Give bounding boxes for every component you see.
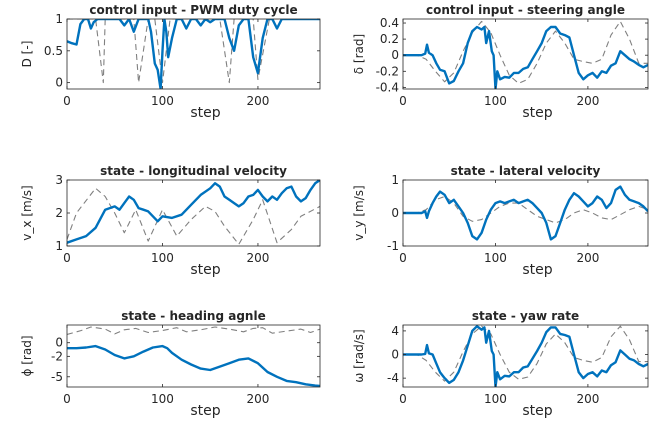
panel-1: 0 100 200 0 0.5 1 control input - PWM duty cyc… bbox=[20, 3, 321, 121]
y-tick-label: 2 bbox=[55, 206, 63, 220]
x-tick-label: 200 bbox=[576, 392, 599, 406]
x-tick-label: 0 bbox=[399, 392, 407, 406]
y-tick-label: -0.2 bbox=[376, 64, 399, 78]
chart-title: state - lateral velocity bbox=[451, 164, 601, 178]
x-tick-label: 200 bbox=[576, 94, 599, 108]
series-dashed-6 bbox=[403, 325, 648, 382]
y-tick-label: 0 bbox=[55, 336, 63, 350]
series-dashed-1 bbox=[67, 19, 320, 84]
series-solid-3 bbox=[67, 180, 320, 244]
panel-2: 0 100 200 -0.4 -0.2 0 0.2 0.4 control input - st… bbox=[352, 3, 649, 121]
chart-title: state - yaw rate bbox=[472, 309, 579, 323]
x-axis-label: step bbox=[522, 105, 552, 121]
y-tick-label: -4 bbox=[387, 371, 399, 385]
y-tick-label: 0 bbox=[55, 76, 63, 90]
series-solid-6 bbox=[403, 325, 648, 387]
y-tick-label: 0.5 bbox=[44, 44, 63, 58]
y-tick-label: 0 bbox=[391, 206, 399, 220]
y-tick-label: 3 bbox=[55, 173, 63, 187]
y-tick-label: 1 bbox=[55, 12, 63, 26]
x-tick-label: 0 bbox=[63, 392, 71, 406]
series-dashed-3 bbox=[67, 187, 320, 245]
series-solid-4 bbox=[403, 185, 648, 241]
x-tick-label: 100 bbox=[151, 251, 174, 265]
y-axis-label: ϕ [rad] bbox=[20, 336, 34, 377]
y-tick-label: 0.4 bbox=[380, 16, 399, 30]
series-dashed-2 bbox=[403, 20, 648, 84]
x-tick-label: 0 bbox=[63, 251, 71, 265]
y-axis-label: v_x [m/s] bbox=[20, 185, 34, 240]
series-dashed-5 bbox=[67, 326, 320, 336]
x-axis-label: step bbox=[522, 262, 552, 278]
x-tick-label: 200 bbox=[246, 251, 269, 265]
x-tick-label: 200 bbox=[246, 94, 269, 108]
chart-title: control input - PWM duty cycle bbox=[89, 3, 297, 17]
x-axis-label: step bbox=[522, 403, 552, 419]
y-tick-label: 1 bbox=[55, 239, 63, 253]
series-solid-2 bbox=[403, 25, 648, 89]
y-tick-label: 0.2 bbox=[380, 32, 399, 46]
y-axis-label: D [-] bbox=[20, 41, 34, 68]
y-tick-label: -2 bbox=[51, 349, 63, 363]
chart-title: state - heading agnle bbox=[121, 309, 265, 323]
y-tick-label: 0 bbox=[391, 348, 399, 362]
x-axis-label: step bbox=[190, 403, 220, 419]
series-solid-5 bbox=[67, 344, 320, 387]
x-tick-label: 100 bbox=[484, 392, 507, 406]
x-tick-label: 0 bbox=[399, 94, 407, 108]
x-tick-label: 100 bbox=[151, 392, 174, 406]
axes-box bbox=[402, 179, 649, 247]
axes-box bbox=[66, 179, 321, 247]
x-axis-label: step bbox=[190, 262, 220, 278]
y-tick-label: -5 bbox=[51, 370, 63, 384]
panel-3: 0 100 200 1 2 3 state - longitudinal velocity s… bbox=[20, 164, 321, 278]
axes-box bbox=[402, 324, 649, 388]
chart-title: control input - steering angle bbox=[426, 3, 625, 17]
x-axis-label: step bbox=[190, 105, 220, 121]
x-tick-label: 100 bbox=[484, 251, 507, 265]
y-axis-label: ω [rad/s] bbox=[352, 329, 366, 382]
y-axis-label: δ [rad] bbox=[352, 34, 366, 74]
y-tick-label: 4 bbox=[391, 324, 399, 338]
axes-box bbox=[66, 18, 321, 90]
y-tick-label: 0 bbox=[391, 48, 399, 62]
x-tick-label: 100 bbox=[151, 94, 174, 108]
x-tick-label: 200 bbox=[246, 392, 269, 406]
x-tick-label: 0 bbox=[399, 251, 407, 265]
y-tick-label: 1 bbox=[391, 173, 399, 187]
series-solid-1 bbox=[67, 19, 320, 89]
x-tick-label: 100 bbox=[484, 94, 507, 108]
y-tick-label: -0.4 bbox=[376, 80, 399, 94]
chart-title: state - longitudinal velocity bbox=[100, 164, 287, 178]
y-axis-label: v_y [m/s] bbox=[352, 185, 366, 240]
x-tick-label: 200 bbox=[576, 251, 599, 265]
y-tick-label: -1 bbox=[387, 239, 399, 253]
axes-box bbox=[402, 18, 649, 90]
x-tick-label: 0 bbox=[63, 94, 71, 108]
